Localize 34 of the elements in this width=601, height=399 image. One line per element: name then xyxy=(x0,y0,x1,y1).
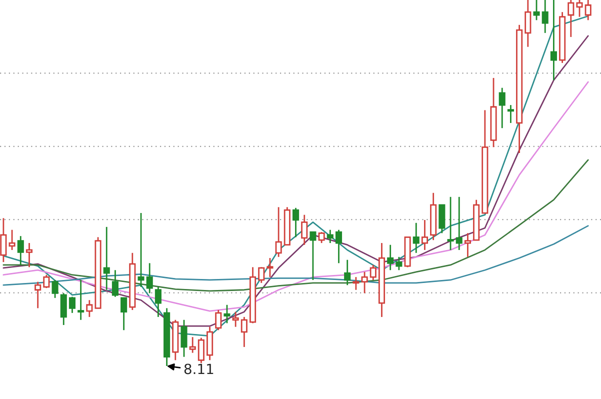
candlestick xyxy=(344,259,351,286)
candlestick xyxy=(232,311,239,328)
candlestick xyxy=(206,326,214,361)
candlestick xyxy=(387,244,394,271)
candlestick xyxy=(421,219,428,251)
candlestick xyxy=(456,196,462,251)
candlestick xyxy=(112,269,118,298)
candlestick xyxy=(326,229,334,244)
candlestick xyxy=(430,192,437,241)
candlestick xyxy=(275,206,282,258)
candlestick xyxy=(412,222,420,254)
candlestick xyxy=(86,299,93,318)
candlestick xyxy=(17,235,24,266)
candlestick xyxy=(266,257,274,278)
candlestick xyxy=(164,307,170,366)
candlestick xyxy=(189,336,196,354)
candlestick xyxy=(550,0,557,81)
annotation: 8.11 xyxy=(184,364,214,374)
candlestick xyxy=(584,0,592,21)
candlestick xyxy=(524,0,532,48)
candlestick xyxy=(516,24,523,154)
candlestick xyxy=(78,279,84,321)
candlestick xyxy=(447,196,454,251)
candlestick xyxy=(26,242,33,268)
candlestick xyxy=(378,242,386,318)
candlestick xyxy=(301,214,308,246)
candlestick xyxy=(60,292,67,326)
candlestick xyxy=(0,217,7,263)
candlestick xyxy=(103,226,110,291)
candlestick xyxy=(464,232,472,258)
candlestick xyxy=(146,262,153,294)
candlestick xyxy=(542,0,548,34)
candlestick xyxy=(498,87,506,129)
candlestick xyxy=(559,11,566,64)
